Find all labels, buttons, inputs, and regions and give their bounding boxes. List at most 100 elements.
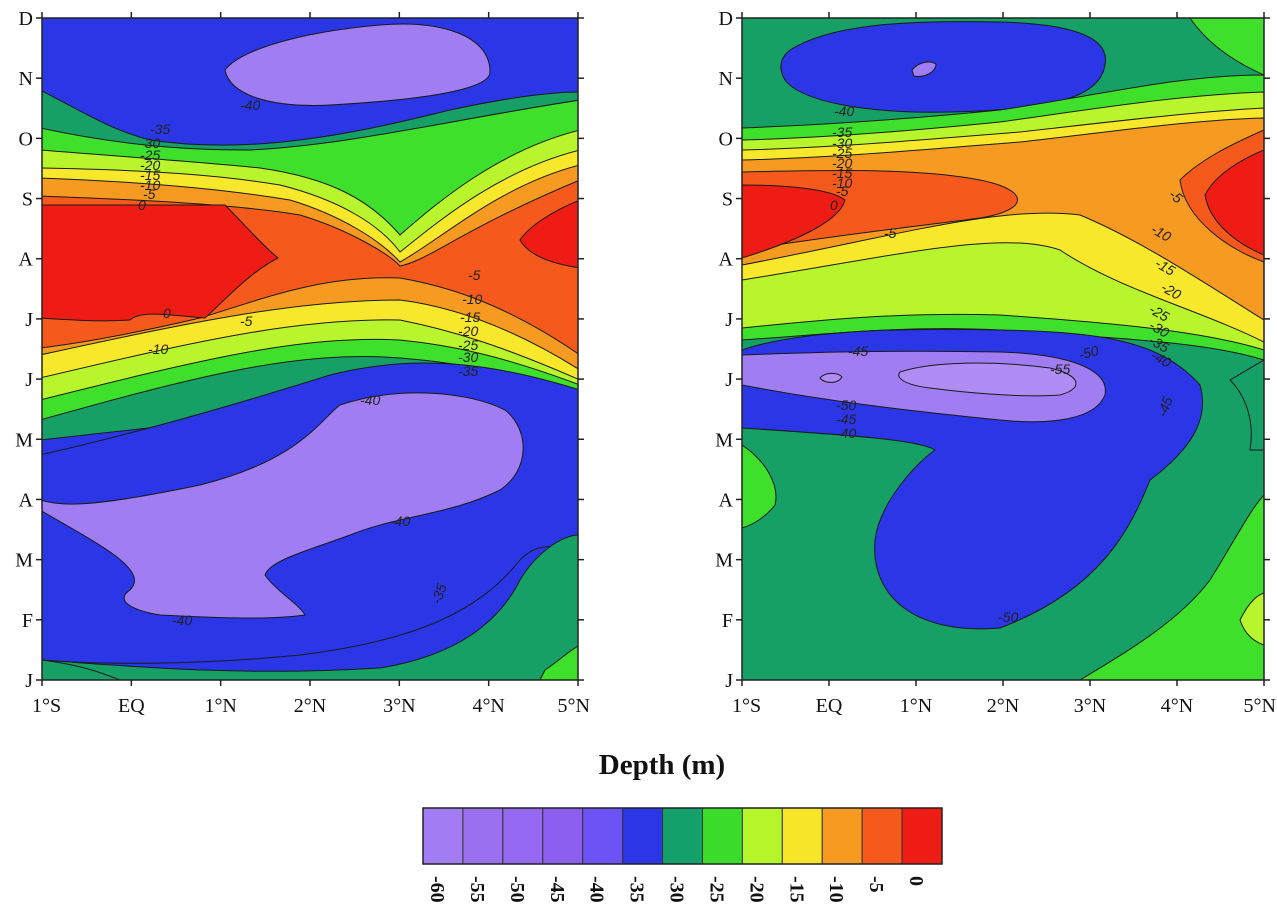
colorbar-label: -50 bbox=[506, 876, 528, 903]
y-tick-label: J bbox=[25, 309, 33, 331]
colorbar-label: -5 bbox=[865, 876, 887, 893]
contour-label: -5 bbox=[468, 267, 481, 283]
contour-label: -15 bbox=[832, 165, 852, 181]
colorbar-label: -25 bbox=[705, 876, 727, 903]
colorbar-label: -15 bbox=[785, 876, 807, 903]
y-tick-label: J bbox=[25, 670, 33, 692]
contour-label: -30 bbox=[832, 135, 852, 151]
colorbar-swatch bbox=[901, 807, 943, 865]
colorbar-swatch bbox=[741, 807, 783, 865]
x-tick-label: 4°N bbox=[1161, 695, 1193, 717]
colorbar-label: -60 bbox=[426, 876, 448, 903]
left-core-red bbox=[42, 204, 279, 322]
y-tick-label: F bbox=[722, 610, 733, 632]
right-core-red bbox=[742, 184, 846, 259]
colorbar-swatches bbox=[422, 807, 943, 865]
contour-label: -30 bbox=[140, 135, 160, 151]
y-tick-label: O bbox=[19, 128, 33, 150]
contour-label: -5 bbox=[240, 313, 253, 329]
y-tick-label: F bbox=[22, 610, 33, 632]
contour-label: -20 bbox=[832, 155, 852, 171]
y-tick-label: M bbox=[715, 550, 733, 572]
x-tick-label: 1°N bbox=[900, 695, 932, 717]
contour-label: -45 bbox=[836, 411, 856, 427]
x-tick-label: 1°N bbox=[204, 695, 236, 717]
left-bottom-dkgreen bbox=[42, 534, 578, 680]
y-tick-label: M bbox=[715, 429, 733, 451]
x-tick-label: 5°N bbox=[1244, 695, 1276, 717]
colorbar-swatch bbox=[662, 807, 703, 865]
contour-label: -35 bbox=[150, 121, 170, 137]
y-tick-label: A bbox=[719, 489, 734, 511]
contour-label: -35 bbox=[832, 124, 852, 140]
contour-label: -35 bbox=[428, 581, 450, 606]
y-tick-label: N bbox=[19, 68, 33, 90]
colorbar-swatch bbox=[861, 807, 903, 865]
colorbar-label: -20 bbox=[745, 876, 767, 903]
y-tick-label: S bbox=[722, 189, 733, 211]
left-y-axis: J F M A M J J A S O N D bbox=[15, 8, 584, 692]
left-top-violet bbox=[224, 23, 491, 106]
colorbar-label: -10 bbox=[825, 876, 847, 903]
left-core-red-right bbox=[519, 200, 578, 269]
right-y-axis: J F M A M J J A S O N D bbox=[715, 8, 1270, 692]
y-tick-label: A bbox=[719, 249, 734, 271]
colorbar-swatch bbox=[821, 807, 863, 865]
y-tick-label: D bbox=[19, 8, 33, 30]
colorbar-swatch bbox=[781, 807, 823, 865]
contour-label: -40 bbox=[390, 513, 410, 529]
contour-label: -5 bbox=[836, 183, 849, 199]
contour-label: -40 bbox=[836, 425, 856, 441]
contour-label: -10 bbox=[462, 291, 482, 307]
left-bottom-green bbox=[539, 645, 578, 680]
contour-label: -5 bbox=[143, 186, 156, 202]
colorbar-swatch bbox=[701, 807, 743, 865]
left-contour-fill bbox=[42, 18, 578, 680]
y-tick-label: J bbox=[725, 369, 733, 391]
contour-label: -40 bbox=[172, 612, 192, 628]
left-lower-violet-top bbox=[42, 392, 524, 619]
y-tick-label: D bbox=[719, 8, 733, 30]
x-tick-label: 1°S bbox=[32, 695, 61, 717]
y-tick-label: J bbox=[725, 309, 733, 331]
contour-label: -40 bbox=[360, 392, 380, 408]
colorbar-frame bbox=[422, 807, 943, 865]
contour-label: -40 bbox=[240, 97, 260, 113]
y-tick-label: A bbox=[19, 489, 34, 511]
colorbar-title: Depth (m) bbox=[599, 749, 725, 781]
colorbar-label: -30 bbox=[666, 876, 688, 903]
right-lower-violet-dot bbox=[819, 372, 843, 383]
contour-label: -50 bbox=[998, 609, 1018, 625]
y-tick-label: J bbox=[725, 670, 733, 692]
colorbar-label: -35 bbox=[626, 876, 648, 903]
contour-label: -10 bbox=[140, 177, 160, 193]
colorbar-swatch bbox=[622, 807, 664, 865]
contour-label: 0 bbox=[138, 197, 146, 213]
x-tick-label: 2°N bbox=[294, 695, 326, 717]
right-panel: -40 -35 -30 -25 -20 -15 -10 -5 0 -5 -5 -… bbox=[715, 8, 1276, 717]
colorbar-label: -55 bbox=[466, 876, 488, 903]
right-bottom-green bbox=[1079, 494, 1264, 680]
contour-label: 0 bbox=[830, 197, 838, 213]
left-x-axis: 1°S EQ 1°N 2°N 3°N 4°N 5°N bbox=[32, 12, 590, 717]
colorbar-label: -45 bbox=[546, 876, 568, 903]
colorbar-swatch bbox=[502, 807, 544, 865]
colorbar-label: -40 bbox=[586, 876, 608, 903]
contour-label: -20 bbox=[140, 157, 160, 173]
colorbar-swatch bbox=[462, 807, 504, 865]
x-tick-label: 3°N bbox=[1074, 695, 1106, 717]
right-bottom-right-lime bbox=[1239, 592, 1264, 646]
y-tick-label: O bbox=[719, 128, 733, 150]
colorbar-swatch bbox=[582, 807, 624, 865]
contour-label: -45 bbox=[1154, 394, 1176, 419]
y-tick-label: M bbox=[15, 429, 33, 451]
contour-label: -35 bbox=[458, 363, 478, 379]
right-contour-fill bbox=[742, 18, 1264, 680]
x-tick-label: 1°S bbox=[732, 695, 761, 717]
contour-label: -45 bbox=[848, 343, 868, 359]
colorbar-labels: -60 -55 -50 -45 -40 -35 -30 -25 -20 -15 -10 -5 0 bbox=[426, 876, 927, 903]
right-left-green bbox=[742, 444, 777, 529]
y-tick-label: M bbox=[15, 550, 33, 572]
y-tick-label: N bbox=[719, 68, 733, 90]
